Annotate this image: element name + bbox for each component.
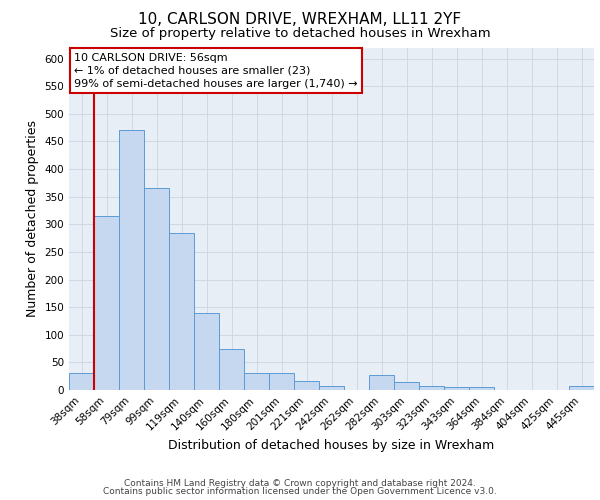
Bar — [169, 232, 194, 390]
Bar — [294, 380, 319, 390]
Bar — [219, 348, 244, 390]
Bar — [369, 375, 394, 390]
Bar — [119, 130, 144, 390]
Text: Size of property relative to detached houses in Wrexham: Size of property relative to detached ho… — [110, 28, 490, 40]
Text: 10 CARLSON DRIVE: 56sqm
← 1% of detached houses are smaller (23)
99% of semi-det: 10 CARLSON DRIVE: 56sqm ← 1% of detached… — [74, 52, 358, 89]
Bar — [319, 386, 344, 390]
Bar — [269, 374, 294, 390]
Bar — [194, 312, 219, 390]
Bar — [569, 386, 594, 390]
Text: 10, CARLSON DRIVE, WREXHAM, LL11 2YF: 10, CARLSON DRIVE, WREXHAM, LL11 2YF — [139, 12, 461, 28]
X-axis label: Distribution of detached houses by size in Wrexham: Distribution of detached houses by size … — [169, 438, 494, 452]
Text: Contains public sector information licensed under the Open Government Licence v3: Contains public sector information licen… — [103, 487, 497, 496]
Bar — [419, 386, 444, 390]
Bar — [394, 382, 419, 390]
Bar — [144, 188, 169, 390]
Bar — [69, 374, 94, 390]
Bar — [244, 374, 269, 390]
Y-axis label: Number of detached properties: Number of detached properties — [26, 120, 39, 318]
Bar — [444, 387, 469, 390]
Text: Contains HM Land Registry data © Crown copyright and database right 2024.: Contains HM Land Registry data © Crown c… — [124, 478, 476, 488]
Bar — [94, 216, 119, 390]
Bar — [469, 387, 494, 390]
